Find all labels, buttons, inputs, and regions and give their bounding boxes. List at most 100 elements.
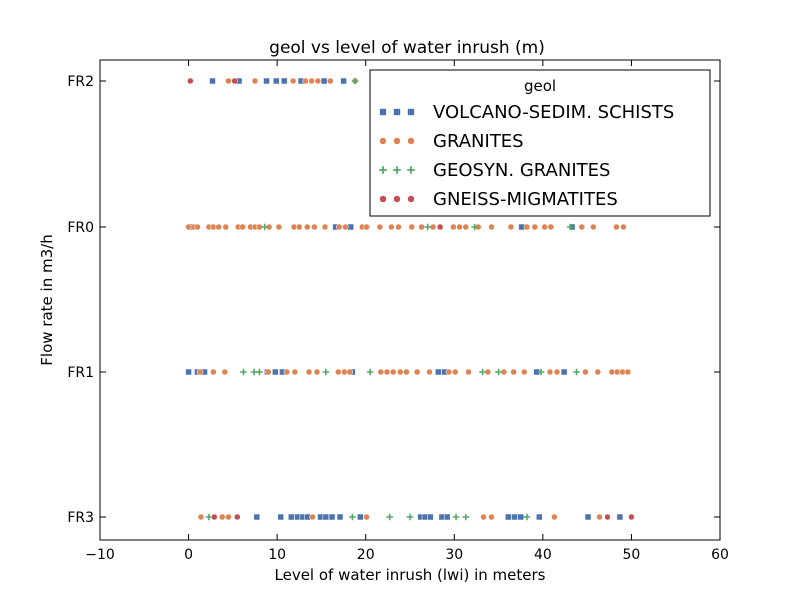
point-granites <box>413 368 421 376</box>
point-gneiss-migmatites <box>211 513 218 521</box>
point-volcano-sedim-schists <box>505 513 512 521</box>
point-granites <box>620 223 627 231</box>
x-tick-label: 40 <box>534 547 552 563</box>
point-granites <box>450 223 457 231</box>
legend-label: GEOSYN. GRANITES <box>433 160 610 181</box>
legend-marker <box>379 195 387 203</box>
point-volcano-sedim-schists <box>277 513 284 521</box>
point-granites <box>377 368 385 376</box>
point-volcano-sedim-schists <box>328 513 336 521</box>
ticks-layer: −10 0 10 20 30 40 50 60 FR2 FR0 FR1 FR3 <box>67 60 729 563</box>
point-granites <box>221 368 229 376</box>
point-volcano-sedim-schists <box>336 513 344 521</box>
point-granites <box>225 513 232 521</box>
point-granites <box>321 223 329 231</box>
legend-marker <box>407 166 415 174</box>
y-tick-label: FR0 <box>67 220 94 236</box>
point-volcano-sedim-schists <box>263 77 270 85</box>
point-granites <box>408 223 416 231</box>
point-granites <box>389 368 397 376</box>
legend-title: geol <box>524 77 556 95</box>
point-geosyn-granites <box>349 513 356 521</box>
legend-box <box>369 69 711 217</box>
point-granites <box>403 368 410 376</box>
point-granites <box>194 223 201 231</box>
point-granites <box>397 368 404 376</box>
y-tick-label: FR3 <box>67 510 94 526</box>
point-granites <box>582 368 589 376</box>
legend-marker <box>393 137 401 145</box>
point-granites <box>465 368 472 376</box>
point-geosyn-granites <box>567 223 574 231</box>
legend-marker <box>379 166 387 174</box>
legend-label: GRANITES <box>433 131 524 152</box>
point-granites <box>488 223 495 231</box>
legend-marker <box>379 137 387 145</box>
point-granites <box>376 223 384 231</box>
point-granites <box>363 513 370 521</box>
point-granites <box>291 368 299 376</box>
point-granites <box>305 368 313 376</box>
point-granites <box>197 513 205 521</box>
point-granites <box>346 368 354 376</box>
point-granites <box>215 223 222 231</box>
point-granites <box>313 368 321 376</box>
point-geosyn-granites <box>573 368 580 376</box>
point-granites <box>309 513 316 521</box>
point-granites <box>596 513 603 521</box>
point-granites <box>335 368 342 376</box>
point-gneiss-migmatites <box>234 513 241 521</box>
legend-marker <box>407 137 415 145</box>
point-granites <box>531 223 539 231</box>
point-geosyn-granites <box>452 513 460 521</box>
legend-marker <box>407 108 415 116</box>
point-gneiss-migmatites <box>231 77 238 85</box>
legend-label: GNEISS-MIGMATITES <box>433 189 618 210</box>
point-volcano-sedim-schists <box>273 77 280 85</box>
point-geosyn-granites <box>462 513 470 521</box>
plot-frame <box>99 59 721 541</box>
point-geosyn-granites <box>424 223 432 231</box>
point-granites <box>304 223 311 231</box>
legend-entries: VOLCANO-SEDIM. SCHISTS GRANITES GEOSYN. GR… <box>379 102 674 210</box>
point-volcano-sedim-schists <box>357 513 364 521</box>
point-volcano-sedim-schists <box>288 513 295 521</box>
point-granites <box>510 368 517 376</box>
point-volcano-sedim-schists <box>517 513 524 521</box>
point-geosyn-granites <box>479 368 486 376</box>
point-volcano-sedim-schists <box>435 368 442 376</box>
point-granites <box>342 223 349 231</box>
point-geosyn-granites <box>256 368 263 376</box>
chart-title: geol vs level of water inrush (m) <box>269 38 545 58</box>
x-tick-label: 30 <box>445 547 463 563</box>
point-granites <box>488 513 495 521</box>
point-granites <box>578 223 586 231</box>
point-granites <box>547 223 555 231</box>
point-granites <box>335 223 343 231</box>
point-geosyn-granites <box>240 368 247 376</box>
legend: geol VOLCANO-SEDIM. SCHISTS GRANITES GEOSY… <box>369 69 711 217</box>
x-tick-label: 20 <box>357 547 375 563</box>
y-tick-label: FR2 <box>67 74 94 90</box>
point-granites <box>225 77 232 85</box>
x-tick-label: −10 <box>85 547 115 563</box>
point-geosyn-granites <box>537 368 545 376</box>
x-tick-label: 10 <box>268 547 286 563</box>
point-granites <box>283 368 291 376</box>
point-gneiss-migmatites <box>604 513 611 521</box>
point-granites <box>551 513 558 521</box>
point-geosyn-granites <box>386 513 393 521</box>
point-granites <box>289 77 297 85</box>
point-granites <box>594 368 602 376</box>
point-granites <box>302 77 309 85</box>
point-granites <box>462 223 470 231</box>
point-geosyn-granites <box>495 368 502 376</box>
marks-layer <box>185 77 635 521</box>
point-volcano-sedim-schists <box>185 368 192 376</box>
point-granites <box>590 223 597 231</box>
legend-marker <box>393 108 401 116</box>
x-tick-label: 50 <box>623 547 641 563</box>
point-granites <box>383 368 391 376</box>
